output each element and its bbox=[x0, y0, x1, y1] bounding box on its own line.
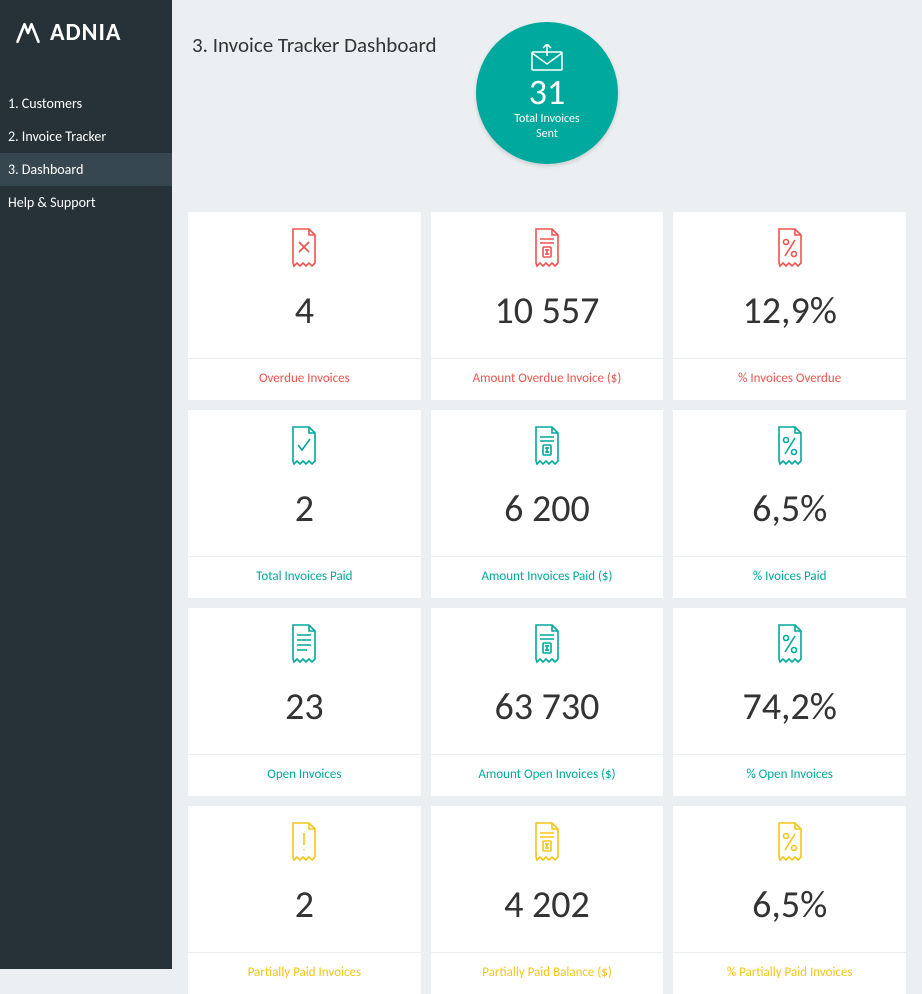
metric-card-1: 10 557 Amount Overdue Invoice ($) bbox=[431, 212, 664, 400]
doc-check-icon bbox=[287, 424, 321, 468]
metric-label: Overdue Invoices bbox=[188, 358, 421, 400]
metric-label: Amount Invoices Paid ($) bbox=[431, 556, 664, 598]
metric-label: % Open Invoices bbox=[673, 754, 906, 796]
metric-value: 6,5% bbox=[752, 882, 827, 928]
metric-label: Amount Overdue Invoice ($) bbox=[431, 358, 664, 400]
metric-card-4: 6 200 Amount Invoices Paid ($) bbox=[431, 410, 664, 598]
nav-item-2[interactable]: 3. Dashboard bbox=[0, 153, 172, 186]
metric-card-9: 2 Partially Paid Invoices bbox=[188, 806, 421, 994]
metric-card-2: 12,9% % Invoices Overdue bbox=[673, 212, 906, 400]
metric-card-7: 63 730 Amount Open Invoices ($) bbox=[431, 608, 664, 796]
doc-dollar-icon bbox=[530, 622, 564, 666]
metrics-grid: 4 Overdue Invoices 10 557 Amount Overdue I… bbox=[188, 212, 906, 994]
doc-dollar-icon bbox=[530, 820, 564, 864]
doc-percent-icon bbox=[773, 424, 807, 468]
metric-card-3: 2 Total Invoices Paid bbox=[188, 410, 421, 598]
doc-dollar-icon bbox=[530, 226, 564, 270]
nav-item-3[interactable]: Help & Support bbox=[0, 186, 172, 219]
doc-bang-icon bbox=[287, 820, 321, 864]
metric-card-8: 74,2% % Open Invoices bbox=[673, 608, 906, 796]
metric-value: 6 200 bbox=[504, 486, 590, 532]
metric-value: 6,5% bbox=[752, 486, 827, 532]
metric-label: Partially Paid Invoices bbox=[188, 952, 421, 994]
doc-percent-icon bbox=[773, 820, 807, 864]
metric-label: Partially Paid Balance ($) bbox=[431, 952, 664, 994]
metric-label: Amount Open Invoices ($) bbox=[431, 754, 664, 796]
nav-item-0[interactable]: 1. Customers bbox=[0, 87, 172, 120]
doc-lines-icon bbox=[287, 622, 321, 666]
main-content: 3. Invoice Tracker Dashboard 31 Total In… bbox=[172, 0, 922, 969]
metric-value: 4 bbox=[295, 288, 314, 334]
metric-label: Open Invoices bbox=[188, 754, 421, 796]
doc-percent-icon bbox=[773, 622, 807, 666]
nav-list: 1. Customers2. Invoice Tracker3. Dashboa… bbox=[0, 87, 172, 219]
metric-value: 74,2% bbox=[742, 684, 836, 730]
doc-dollar-icon bbox=[530, 424, 564, 468]
metric-card-11: 6,5% % Partially Paid Invoices bbox=[673, 806, 906, 994]
metric-label: % Partially Paid Invoices bbox=[673, 952, 906, 994]
brand-name: ADNIA bbox=[50, 18, 121, 47]
envelope-send-icon bbox=[530, 44, 564, 72]
metric-label: % Invoices Overdue bbox=[673, 358, 906, 400]
metric-label: % Ivoices Paid bbox=[673, 556, 906, 598]
metric-card-6: 23 Open Invoices bbox=[188, 608, 421, 796]
hero-label: Total Invoices Sent bbox=[514, 112, 579, 142]
metric-value: 63 730 bbox=[495, 684, 600, 730]
brand-logo-icon bbox=[14, 19, 42, 47]
doc-percent-icon bbox=[773, 226, 807, 270]
brand-logo: ADNIA bbox=[0, 18, 172, 87]
hero-total-invoices: 31 Total Invoices Sent bbox=[476, 22, 618, 164]
metric-value: 2 bbox=[295, 486, 314, 532]
metric-value: 2 bbox=[295, 882, 314, 928]
metric-card-10: 4 202 Partially Paid Balance ($) bbox=[431, 806, 664, 994]
metric-value: 12,9% bbox=[742, 288, 836, 334]
doc-x-icon bbox=[287, 226, 321, 270]
metric-value: 4 202 bbox=[504, 882, 590, 928]
metric-value: 23 bbox=[285, 684, 324, 730]
metric-label: Total Invoices Paid bbox=[188, 556, 421, 598]
metric-card-0: 4 Overdue Invoices bbox=[188, 212, 421, 400]
sidebar: ADNIA 1. Customers2. Invoice Tracker3. D… bbox=[0, 0, 172, 969]
metric-card-5: 6,5% % Ivoices Paid bbox=[673, 410, 906, 598]
hero-value: 31 bbox=[529, 74, 566, 110]
metric-value: 10 557 bbox=[495, 288, 600, 334]
nav-item-1[interactable]: 2. Invoice Tracker bbox=[0, 120, 172, 153]
